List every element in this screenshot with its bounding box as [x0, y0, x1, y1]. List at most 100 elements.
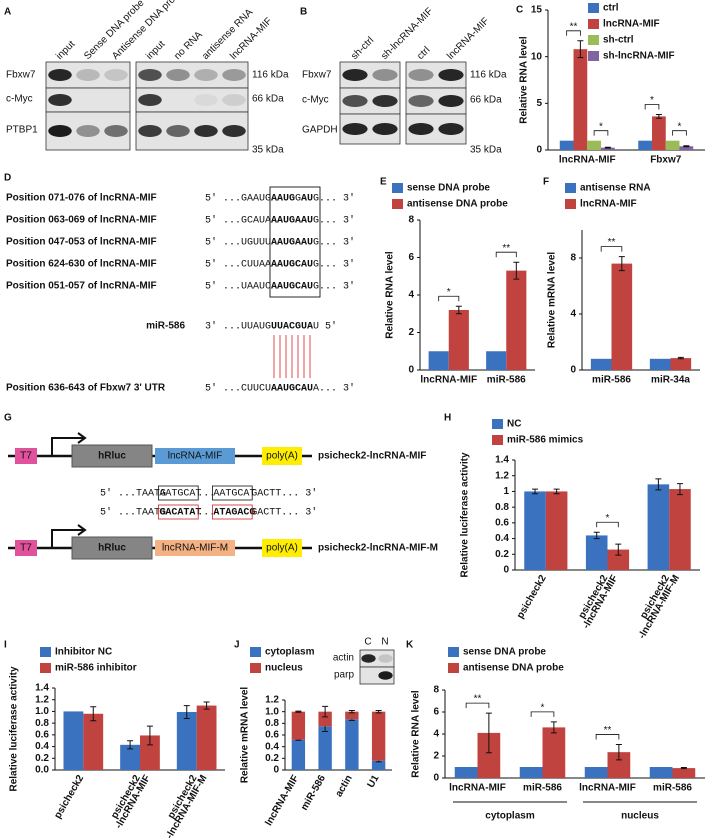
sequence-segment: 3' ...UUAUG	[205, 321, 271, 333]
bar	[291, 711, 306, 740]
y-tick-label: 0.8	[495, 502, 509, 513]
blot-band	[222, 125, 246, 137]
marker-label: 116 kDa	[470, 70, 507, 81]
blot-band	[372, 123, 398, 135]
lane-label: input	[54, 39, 77, 62]
error-bar	[348, 710, 355, 714]
significance-label: **	[570, 21, 578, 32]
bar	[428, 351, 449, 370]
blot-band	[361, 654, 376, 663]
blot-band	[342, 123, 368, 135]
row-label: parp	[334, 670, 354, 681]
blot-band	[138, 125, 162, 137]
y-tick-label: 0.6	[265, 730, 279, 741]
x-tick-label: U1	[366, 773, 382, 790]
x-tick-label: lncRNA-MIF	[559, 155, 616, 166]
bar	[649, 767, 673, 778]
bar	[519, 767, 543, 778]
x-tick-label: lncRNA-MIF	[420, 375, 477, 386]
row-label: Fbxw7	[302, 70, 332, 81]
blot-band	[194, 94, 218, 106]
bar	[542, 727, 566, 778]
insert-box	[155, 448, 235, 464]
y-axis-label: Relative mRNA level	[547, 252, 558, 349]
marker-label: 35 kDa	[470, 145, 502, 156]
x-tick-label: lncRNA-MIF	[449, 783, 506, 794]
polya-box	[262, 539, 302, 557]
sequence-segment: 5' ...CUUCU	[205, 383, 271, 395]
significance-label: *	[650, 95, 654, 106]
blot-band	[48, 125, 72, 137]
error-bar	[375, 710, 382, 714]
error-bar	[550, 721, 557, 734]
y-tick-label: 0	[503, 565, 509, 576]
y-tick-label: 6	[408, 252, 414, 263]
y-tick-label: 8	[408, 215, 414, 226]
bar	[647, 484, 670, 570]
row-label: PTBP1	[6, 125, 38, 136]
significance-label: **	[608, 237, 616, 248]
promoter-box	[15, 540, 37, 556]
bar	[196, 705, 217, 770]
legend-swatch	[492, 419, 503, 429]
legend-label: NC	[507, 419, 521, 430]
promoter-box	[15, 448, 37, 464]
error-bar	[322, 705, 329, 718]
significance-bracket	[672, 130, 687, 136]
legend-label: lncRNA-MIF	[580, 199, 637, 210]
blot-band	[372, 69, 398, 81]
y-axis-label: Relative RNA level	[411, 690, 422, 778]
panel-letter: G	[4, 413, 12, 424]
legend-swatch	[250, 647, 261, 657]
y-tick-label: 0.4	[35, 741, 49, 752]
bar	[649, 358, 671, 370]
error-bar	[615, 743, 622, 761]
significance-bracket	[644, 104, 660, 110]
marker-label: 116 kDa	[252, 70, 289, 81]
y-tick-label: 8	[433, 685, 439, 696]
legend-label: antisense RNA	[580, 183, 651, 194]
y-tick-label: 0	[536, 145, 542, 156]
significance-label: **	[474, 694, 482, 705]
panel-letter: J	[234, 640, 240, 651]
lane-label: sh-ctrl	[349, 35, 376, 62]
bar	[672, 768, 696, 778]
error-bar	[532, 488, 539, 495]
bar	[291, 739, 306, 770]
site-box	[157, 504, 199, 520]
insert-box	[155, 540, 235, 556]
site-label: Position 636-643 of Fbxw7 3' UTR	[6, 383, 166, 394]
y-tick-label: 1.4	[35, 683, 49, 694]
bar	[83, 713, 104, 770]
legend-label: sense DNA probe	[463, 647, 546, 658]
site-label: Position 051-057 of lncRNA-MIF	[6, 281, 157, 292]
y-tick-label: 6	[433, 707, 439, 718]
legend-swatch	[588, 3, 599, 13]
polya-box	[262, 447, 302, 465]
bar	[371, 711, 386, 761]
significance-bracket	[438, 295, 460, 302]
row-label: c-Myc	[6, 94, 33, 105]
bar	[665, 140, 680, 150]
polya-label: poly(A)	[266, 451, 298, 462]
y-tick-label: 0.0	[35, 765, 49, 776]
x-tick-label: actin	[334, 773, 355, 799]
legend-label: sense DNA probe	[407, 183, 490, 194]
y-tick-label: 0	[408, 365, 414, 376]
legend-swatch	[492, 435, 503, 445]
error-bar	[593, 531, 600, 540]
error-bar	[680, 767, 687, 770]
panel-letter: C	[516, 5, 523, 16]
site-label: Position 624-630 of lncRNA-MIF	[6, 259, 157, 270]
construct-label: psicheck2-lncRNA-MIF	[318, 451, 426, 462]
polya-label: poly(A)	[266, 543, 298, 554]
blot-band	[194, 125, 218, 137]
sequence-segment: AAUGCAU	[271, 260, 313, 271]
bar	[585, 535, 608, 570]
bar	[140, 735, 160, 770]
sequence-segment: AAUGAAU	[271, 238, 313, 249]
insert-label: lncRNA-MIF	[168, 451, 222, 462]
mirna-label: miR-586	[146, 321, 185, 332]
reporter-box	[71, 444, 153, 468]
x-tick-label: miR-34a	[651, 375, 690, 386]
